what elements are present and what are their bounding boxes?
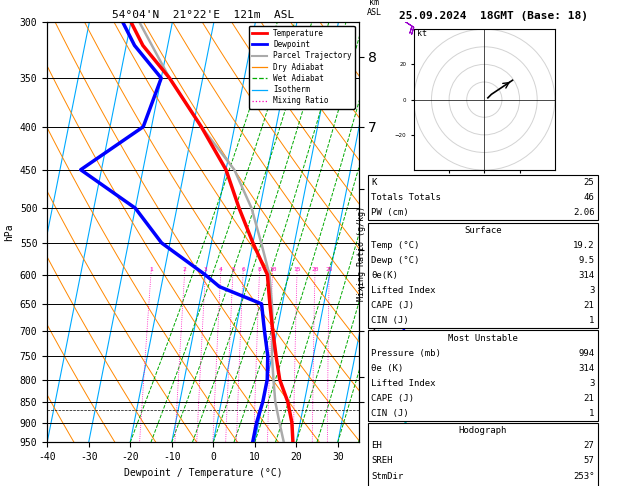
Text: 994: 994 [578, 348, 594, 358]
Text: 21: 21 [584, 301, 594, 310]
Text: 9.5: 9.5 [578, 256, 594, 265]
Text: Lifted Index: Lifted Index [371, 286, 436, 295]
Legend: Temperature, Dewpoint, Parcel Trajectory, Dry Adiabat, Wet Adiabat, Isotherm, Mi: Temperature, Dewpoint, Parcel Trajectory… [248, 26, 355, 108]
Text: θe(K): θe(K) [371, 271, 398, 280]
Text: 1: 1 [589, 316, 594, 325]
Text: 25.09.2024  18GMT (Base: 18): 25.09.2024 18GMT (Base: 18) [399, 11, 588, 21]
Text: 15: 15 [293, 267, 301, 272]
Text: 253°: 253° [573, 471, 594, 481]
Text: CAPE (J): CAPE (J) [371, 301, 414, 310]
Text: Dewp (°C): Dewp (°C) [371, 256, 420, 265]
Text: 3: 3 [589, 286, 594, 295]
Text: Mixing Ratio (g/kg): Mixing Ratio (g/kg) [357, 206, 366, 300]
Text: km
ASL: km ASL [367, 0, 382, 17]
Text: 6: 6 [241, 267, 245, 272]
Text: Most Unstable: Most Unstable [448, 333, 518, 343]
Text: EH: EH [371, 441, 382, 451]
Text: 2: 2 [183, 267, 187, 272]
Y-axis label: hPa: hPa [4, 223, 14, 241]
Text: 2.06: 2.06 [573, 208, 594, 217]
Text: 314: 314 [578, 271, 594, 280]
Text: 4: 4 [219, 267, 223, 272]
Text: 314: 314 [578, 364, 594, 373]
Text: CIN (J): CIN (J) [371, 316, 409, 325]
Text: 25: 25 [584, 178, 594, 187]
Text: 5: 5 [231, 267, 235, 272]
X-axis label: Dewpoint / Temperature (°C): Dewpoint / Temperature (°C) [123, 468, 282, 478]
Text: 3: 3 [204, 267, 208, 272]
Text: θe (K): θe (K) [371, 364, 403, 373]
Text: CIN (J): CIN (J) [371, 409, 409, 418]
Title: 54°04'N  21°22'E  121m  ASL: 54°04'N 21°22'E 121m ASL [112, 10, 294, 20]
Text: Temp (°C): Temp (°C) [371, 241, 420, 250]
Text: 8: 8 [258, 267, 262, 272]
Text: 20: 20 [311, 267, 319, 272]
Text: 25: 25 [325, 267, 333, 272]
Text: Hodograph: Hodograph [459, 426, 507, 435]
Text: StmDir: StmDir [371, 471, 403, 481]
Text: 19.2: 19.2 [573, 241, 594, 250]
Text: 3: 3 [589, 379, 594, 388]
Text: CAPE (J): CAPE (J) [371, 394, 414, 403]
Text: kt: kt [418, 29, 427, 38]
Text: Surface: Surface [464, 226, 501, 235]
Text: © weatheronline.co.uk: © weatheronline.co.uk [434, 473, 532, 482]
Text: Lifted Index: Lifted Index [371, 379, 436, 388]
Text: 21: 21 [584, 394, 594, 403]
Text: Totals Totals: Totals Totals [371, 193, 441, 202]
Text: 46: 46 [584, 193, 594, 202]
Text: PW (cm): PW (cm) [371, 208, 409, 217]
Text: Pressure (mb): Pressure (mb) [371, 348, 441, 358]
Text: SREH: SREH [371, 456, 392, 466]
Text: 57: 57 [584, 456, 594, 466]
Text: 1: 1 [589, 409, 594, 418]
Text: K: K [371, 178, 377, 187]
Text: LCL: LCL [376, 406, 391, 415]
Text: 27: 27 [584, 441, 594, 451]
Text: 10: 10 [269, 267, 276, 272]
Text: 1: 1 [149, 267, 153, 272]
